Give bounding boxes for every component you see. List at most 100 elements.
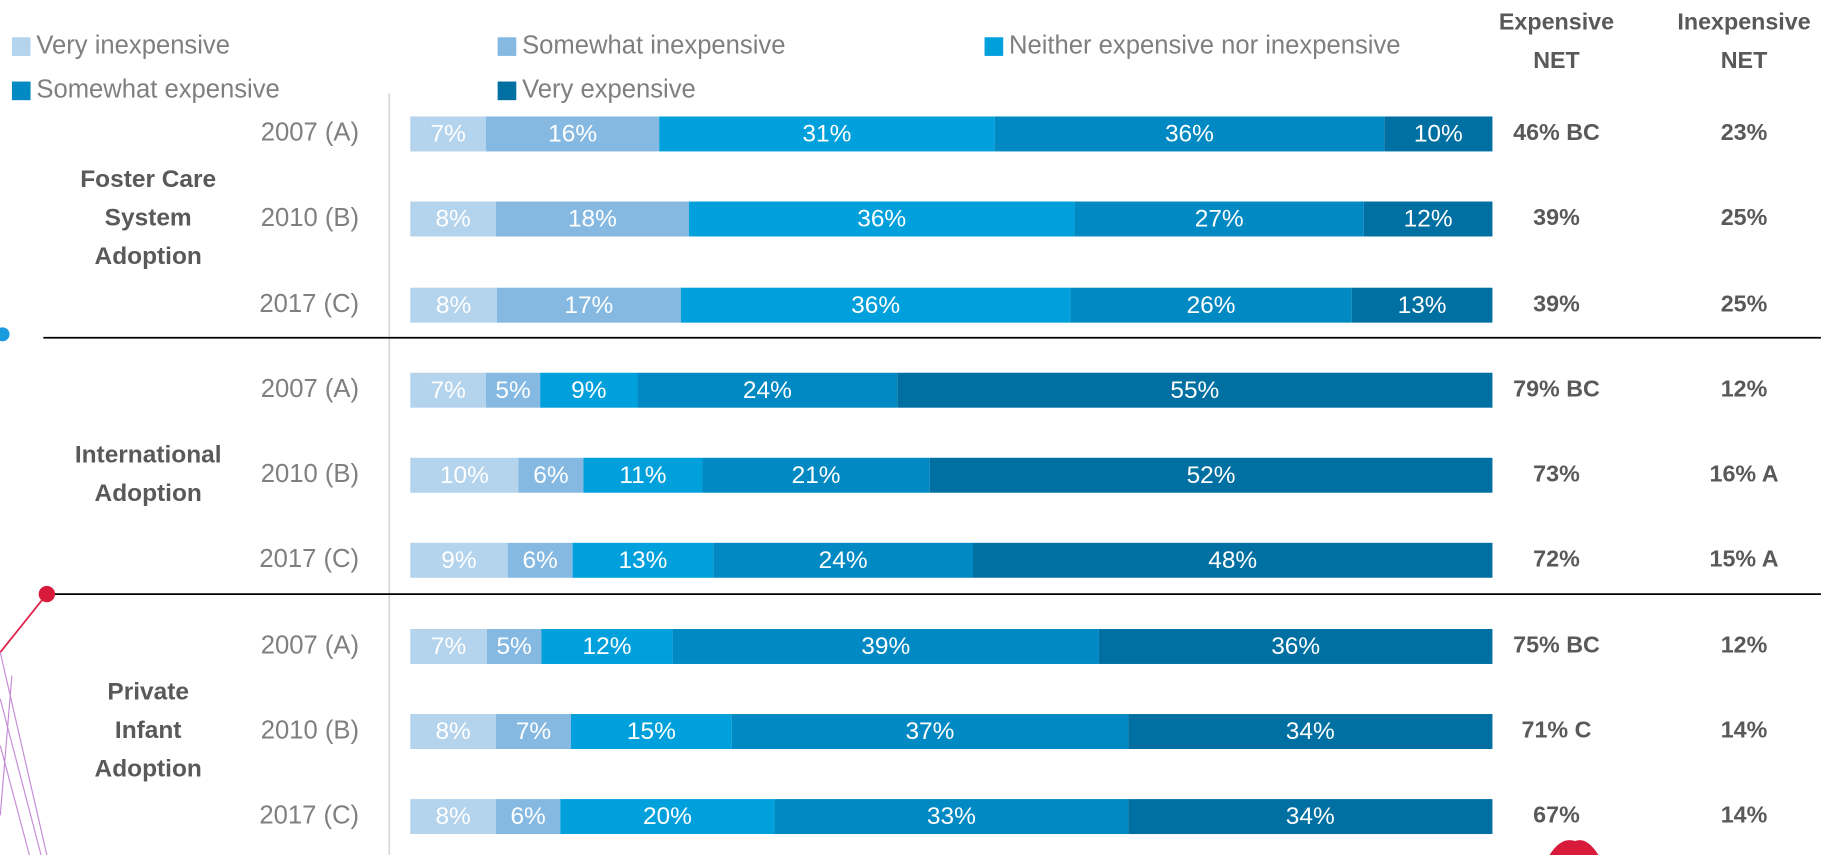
bar-segment (541, 629, 673, 664)
value-label: 36% (857, 206, 906, 233)
group-label: Private (107, 679, 189, 706)
net-value: 23% (1721, 119, 1768, 145)
net-value: 14% (1721, 717, 1768, 743)
bar-segment (410, 714, 496, 749)
row-label: 2007 (A) (261, 631, 359, 659)
value-label: 31% (802, 121, 851, 148)
net-header: NET (1721, 47, 1768, 73)
bar-segment (1128, 714, 1493, 749)
value-label: 10% (440, 462, 489, 489)
decoration (0, 652, 48, 855)
bar-segment (688, 201, 1075, 237)
value-label: 12% (583, 633, 632, 660)
bar-segment (1074, 201, 1364, 237)
value-label: 26% (1187, 292, 1236, 319)
value-label: 34% (1286, 718, 1335, 745)
group-label: Infant (115, 717, 182, 744)
value-label: 8% (435, 803, 470, 830)
value-label: 7% (430, 377, 465, 404)
bar-segment (495, 714, 571, 749)
value-label: 36% (851, 292, 900, 319)
bar-segment (1384, 116, 1493, 152)
bar-segment (560, 799, 775, 835)
legend-swatch (497, 37, 517, 56)
net-value: 75% BC (1513, 632, 1600, 658)
legend-swatch (984, 37, 1004, 56)
group-label: International (75, 442, 222, 469)
value-label: 8% (436, 292, 471, 319)
value-label: 33% (927, 803, 976, 830)
legend-swatch (11, 37, 31, 56)
value-label: 7% (430, 121, 465, 148)
bar-segment (713, 542, 974, 578)
legend-label: Very inexpensive (36, 31, 230, 59)
bar-segment (994, 116, 1385, 152)
group-label: Adoption (95, 480, 202, 507)
net-value: 15% A (1710, 545, 1779, 571)
bar-segment (410, 116, 487, 152)
value-label: 7% (516, 718, 551, 745)
net-value: 25% (1721, 204, 1768, 230)
bar-segment (1363, 201, 1493, 237)
value-label: 8% (435, 206, 470, 233)
net-value: 46% BC (1513, 119, 1600, 145)
bar-segment (507, 542, 573, 578)
bar-segment (897, 372, 1493, 408)
value-label: 5% (495, 377, 530, 404)
net-value: 73% (1533, 460, 1580, 486)
net-value: 12% (1721, 375, 1768, 401)
bar-segment (570, 714, 732, 749)
bar-segment (486, 372, 541, 408)
net-header: NET (1533, 47, 1580, 73)
value-label: 13% (618, 547, 667, 574)
row-label: 2010 (B) (261, 460, 359, 488)
value-label: 7% (431, 633, 466, 660)
bar-segment (637, 372, 898, 408)
bar-segment (1351, 287, 1493, 323)
legend-label: Neither expensive nor inexpensive (1009, 31, 1400, 59)
row-label: 2007 (A) (261, 119, 359, 147)
value-label: 39% (861, 633, 910, 660)
net-value: 71% C (1522, 717, 1592, 743)
bar-segment (672, 629, 1099, 664)
bar-segment (583, 457, 703, 493)
value-label: 6% (510, 803, 545, 830)
group-label: Adoption (95, 755, 202, 782)
bar-segment (495, 799, 561, 835)
bar-segment (1128, 799, 1493, 835)
legend-swatch (497, 81, 517, 101)
value-label: 52% (1187, 462, 1236, 489)
net-value: 14% (1721, 802, 1768, 828)
decoration (0, 593, 48, 653)
bar-segment (486, 629, 542, 664)
value-label: 9% (441, 547, 476, 574)
bar-segment (486, 116, 660, 152)
value-label: 36% (1271, 633, 1320, 660)
value-label: 18% (568, 206, 617, 233)
value-label: 27% (1195, 206, 1244, 233)
bar-segment (1098, 629, 1493, 664)
net-value: 72% (1533, 545, 1580, 571)
net-header: Expensive (1499, 8, 1614, 34)
legend-label: Somewhat expensive (36, 76, 279, 104)
net-value: 39% (1533, 290, 1580, 316)
net-value: 79% BC (1513, 375, 1600, 401)
bar-segment (929, 457, 1493, 493)
net-value: 39% (1533, 204, 1580, 230)
row-label: 2010 (B) (261, 716, 359, 744)
bar-segment (572, 542, 714, 578)
bar-segment (496, 287, 681, 323)
value-label: 20% (643, 803, 692, 830)
row-label: 2017 (C) (259, 290, 359, 318)
net-value: 16% A (1710, 460, 1779, 486)
value-label: 34% (1286, 803, 1335, 830)
value-label: 15% (627, 718, 676, 745)
value-label: 11% (619, 462, 666, 489)
bar-segment (731, 714, 1129, 749)
net-value: 12% (1721, 632, 1768, 658)
value-label: 8% (435, 718, 470, 745)
value-label: 5% (496, 633, 531, 660)
value-label: 36% (1165, 121, 1214, 148)
group-label: Adoption (95, 243, 202, 270)
